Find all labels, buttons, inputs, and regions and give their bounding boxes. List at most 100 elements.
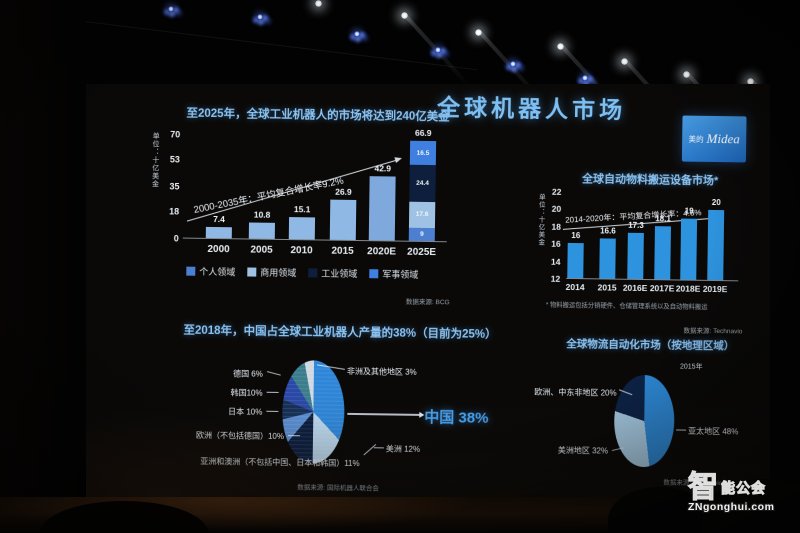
x-tick-label: 2025E	[407, 246, 437, 259]
stage-light-blue	[168, 6, 174, 12]
pie-label-europe-mea: 欧洲、中东非地区 20%	[534, 387, 617, 398]
legend-label: 军事领域	[382, 269, 419, 280]
segment-value-label: 17.6	[415, 210, 429, 219]
leader-line-china	[347, 412, 420, 416]
segment-value-label: 24.4	[416, 179, 429, 187]
bar-value-label: 16	[571, 231, 581, 241]
pie-label-apac: 亚太地区 48%	[688, 426, 739, 437]
bar-segment: 16.5	[409, 140, 437, 166]
stage-light	[475, 29, 482, 36]
chart3-pie	[281, 359, 346, 464]
legend-item: 工业领域	[308, 266, 357, 280]
bar	[567, 243, 584, 279]
bar-segment	[248, 222, 275, 239]
pie-label-germany: 德国 6%	[233, 369, 263, 379]
pie-label-europe: 欧洲（不包括德国）10%	[195, 430, 285, 442]
stage-light	[315, 0, 322, 7]
bar	[680, 218, 698, 280]
bar-value-label: 26.9	[335, 186, 352, 197]
leader-line	[676, 429, 687, 431]
bar	[329, 199, 357, 240]
chart2-bar-plot: 16 2014 16.6 2015 17.3 2016E 18.1 2017E 19 2018E 2…	[566, 191, 740, 294]
pie-label-asia-oceania: 亚洲和澳洲（不包括中国、日本和韩国）11%	[200, 456, 360, 469]
legend-label: 商用领域	[260, 267, 297, 279]
bar	[368, 176, 396, 241]
bar	[248, 222, 275, 239]
segment-value-label: 9	[419, 230, 424, 238]
stage-light-blue	[510, 61, 516, 67]
x-tick-label: 2019E	[702, 283, 728, 295]
chart4-subtitle: 2015年	[679, 363, 703, 371]
y-tick-label: 35	[169, 181, 180, 192]
bar-segment: 24.4	[409, 164, 436, 202]
chart2-y-axis: 22 20 18 16 14 12	[542, 187, 562, 284]
bar-segment	[205, 226, 232, 239]
pie-label-africa-others: 非洲及其他地区 3%	[346, 366, 417, 377]
bar-value-label: 20	[711, 198, 721, 208]
stage-light	[401, 12, 408, 19]
legend-swatch	[247, 267, 257, 277]
y-tick-label: 0	[173, 233, 179, 244]
pie-label-korea: 韩国10%	[230, 388, 263, 398]
stage-light	[557, 43, 564, 50]
midea-logo-en: Midea	[706, 130, 740, 147]
stage-light-blue	[435, 47, 441, 53]
watermark-logo: 智 能公会	[687, 471, 800, 504]
y-tick-label: 70	[170, 129, 181, 140]
stage-light	[621, 58, 628, 65]
bar-segment: 9	[408, 227, 435, 242]
y-tick-label: 20	[551, 204, 562, 215]
leader-line	[288, 435, 301, 437]
leader-line	[266, 410, 279, 412]
watermark-logo-glyph: 智	[687, 471, 718, 504]
y-tick-label: 16	[551, 238, 561, 250]
leader-line	[363, 444, 377, 456]
y-tick-label: 14	[550, 256, 561, 267]
bar-value-label: 7.4	[213, 214, 226, 225]
watermark-site-url: ZNgonghui.com	[688, 501, 775, 513]
bar-segment	[627, 232, 644, 280]
bar-segment	[654, 226, 671, 280]
legend-item: 军事领域	[369, 267, 418, 281]
chart1-legend: 个人领域 商用领域 工业领域 军事领域	[186, 265, 486, 282]
bar-value-label: 42.9	[374, 163, 392, 174]
chart3-source: 数据来源: 国际机器人联合会	[297, 484, 379, 493]
leader-line	[373, 447, 384, 449]
chart2-footnote: * 物料搬运包括分销硬件、仓储管理系统以及自动物料搬运	[545, 301, 708, 311]
bar	[707, 210, 725, 281]
projection-screen: 全球机器人市场 美的 Midea 至2025年，全球工业机器人的市场将达到240…	[86, 84, 770, 505]
chart2-title: 全球自动物料搬运设备市场*	[581, 173, 719, 188]
stage-wall-right	[770, 80, 800, 533]
y-tick-label: 22	[551, 186, 562, 197]
chart2-source: 数据来源: Technavio	[683, 327, 743, 336]
bar-segment	[288, 216, 316, 240]
y-tick-label: 53	[169, 154, 180, 165]
chart4-title: 全球物流自动化市场（按地理区域）	[566, 337, 735, 353]
pie-label-americas-region: 美洲地区 32%	[557, 445, 609, 456]
stage-light-blue	[582, 75, 588, 81]
stage-ceiling	[0, 0, 800, 152]
leader-line	[266, 391, 279, 393]
bar-segment	[599, 238, 616, 279]
pie-label-japan: 日本 10%	[228, 407, 263, 417]
chart1-source: 数据来源: BCG	[405, 298, 450, 307]
bar-value-label: 66.9	[414, 127, 432, 138]
leader-line	[266, 371, 281, 376]
legend-item: 个人领域	[186, 265, 235, 279]
bar-segment: 17.6	[408, 201, 436, 228]
chart4-pie	[613, 374, 675, 468]
chart3-title: 至2018年，中国占全球工业机器人产量的38%（目前为25%）	[183, 324, 497, 341]
legend-swatch	[186, 266, 196, 276]
bar-segment	[329, 199, 357, 240]
pie-label-china: 中国 38%	[424, 408, 489, 427]
bar-value-label: 15.1	[293, 203, 311, 214]
legend-label: 工业领域	[321, 268, 358, 280]
slide-content: 全球机器人市场 美的 Midea 至2025年，全球工业机器人的市场将达到240…	[83, 79, 773, 510]
bar	[627, 232, 644, 280]
bar-segment	[680, 218, 698, 280]
bar-segment	[567, 243, 584, 279]
y-tick-label: 18	[169, 206, 180, 217]
watermark-logo-text: 能公会	[721, 480, 766, 497]
stage-light	[683, 71, 690, 78]
bar-segment	[707, 210, 725, 281]
